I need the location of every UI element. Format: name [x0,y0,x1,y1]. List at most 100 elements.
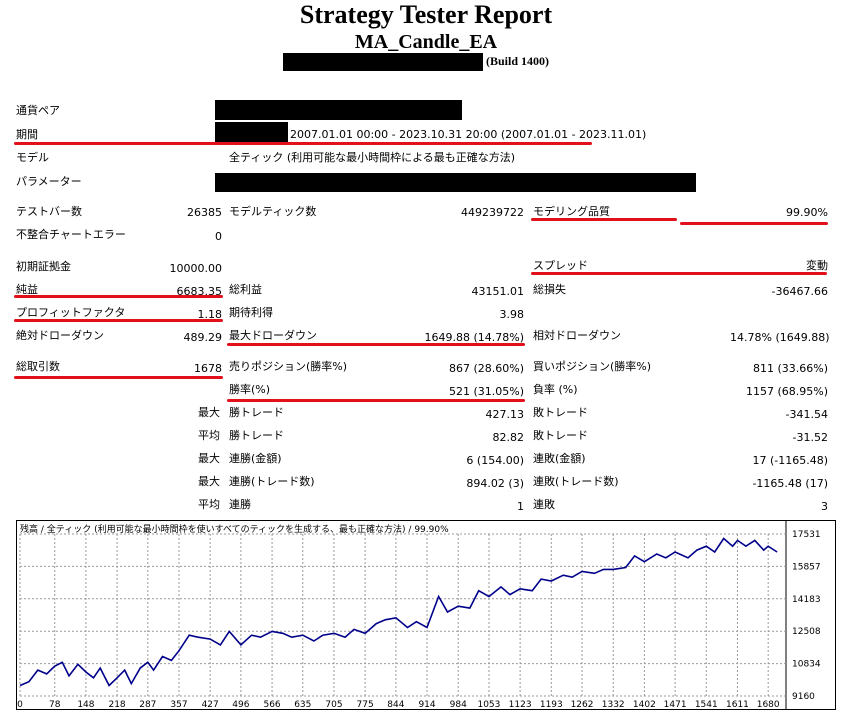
cw-money-label: 連勝(金額) [229,452,282,465]
chart-x-tick-label: 1471 [664,700,687,710]
chart-x-tick-label: 0 [17,700,23,710]
win-underline [227,399,525,402]
avg-win-label: 勝トレード [229,429,284,442]
cl-money-value: 17 (-1165.48) [752,454,828,467]
long-value: 811 (33.66%) [752,362,828,375]
quality-underline [531,218,677,221]
chart-y-tick-labels: 17531 15857 14183 12508 10834 9160 [792,530,821,702]
chart-x-tick-label: 496 [232,700,249,710]
balance-series-line [19,537,778,687]
net-value: 6683.35 [176,285,223,298]
bars-value: 26385 [187,206,222,219]
chart-x-tick-label: 705 [325,700,342,710]
cw-count-label: 連勝(トレード数) [229,475,315,488]
net-label: 純益 [16,283,38,296]
max-prefix-1: 最大 [198,406,220,419]
max-dd-underline [227,343,525,346]
gross-loss-value: -36467.66 [771,285,828,298]
build-number: (Build 1400) [486,54,550,68]
abs-dd-label: 絶対ドローダウン [16,329,104,342]
big-loss-value: -341.54 [785,408,828,421]
big-win-label: 勝トレード [229,406,284,419]
long-label: 買いポジション(勝率%) [533,360,652,373]
ticks-label: モデルティック数 [229,205,317,218]
redacted-symbol [215,100,462,120]
chart-y-tick-label: 12508 [792,627,821,637]
max-prefix-2: 最大 [198,452,220,465]
chart-x-tick-label: 914 [418,700,435,710]
abs-dd-value: 489.29 [183,331,223,344]
cw-money-value: 6 (154.00) [466,454,524,467]
chart-title: 残高 / 全ティック (利用可能な最小時間枠を使いすべてのティックを生成する、最… [20,523,449,535]
chart-x-tick-label: 1123 [509,700,532,710]
total-label: 総取引数 [16,360,60,373]
spread-value: 変動 [806,259,828,272]
gross-profit-label: 総利益 [229,283,262,296]
chart-x-tick-label: 78 [49,700,61,710]
period-label: 期間 [16,128,38,141]
win-value: 521 (31.05%) [448,385,524,398]
loss-label: 負率 (%) [533,383,578,396]
cw-count-value: 894.02 (3) [466,477,524,490]
short-value: 867 (28.60%) [448,362,524,375]
chart-y-tick-label: 14183 [792,595,821,605]
win-label: 勝率(%) [229,383,271,396]
symbol-label: 通貨ペア [16,104,60,117]
chart-x-tick-label: 357 [170,700,187,710]
avg-win-value: 82.82 [492,431,525,444]
chart-x-tick-label: 566 [263,700,280,710]
short-label: 売りポジション(勝率%) [229,360,348,373]
chart-x-tick-label: 1193 [540,700,563,710]
mismatch-label: 不整合チャートエラー [16,228,126,241]
chart-frame [16,520,836,710]
quality-label: モデリング品質 [533,205,610,218]
cl-money-label: 連敗(金額) [533,452,586,465]
spread-underline [531,272,827,275]
chart-y-tick-label: 15857 [792,562,821,572]
redacted-timeframe [215,122,288,142]
quality-underline-2 [680,222,828,225]
chart-y-tick-label: 17531 [792,530,821,540]
chart-x-tick-labels: 0 78 148 218 287 357 427 496 566 635 705 775 844 914 9… [17,700,780,710]
chart-x-tick-label: 1541 [695,700,718,710]
avg-cw-value: 1 [517,500,524,513]
redacted-params [215,173,696,192]
rel-dd-value: 14.78% (1649.88) [730,331,830,344]
total-value: 1678 [194,362,222,375]
cl-count-value: -1165.48 (17) [752,477,828,490]
chart-x-tick-label: 635 [294,700,311,710]
avg-loss-label: 敗トレード [533,429,588,442]
ea-name: MA_Candle_EA [354,31,498,53]
pf-label: プロフィットファクタ [16,306,126,319]
total-underline [14,376,223,379]
max-dd-label: 最大ドローダウン [229,329,317,342]
avg-cl-label: 連敗 [533,498,555,511]
cl-count-label: 連敗(トレード数) [533,475,619,488]
mismatch-value: 0 [215,230,222,243]
avg-cw-label: 連勝 [229,498,251,511]
loss-value: 1157 (68.95%) [745,385,828,398]
max-dd-value: 1649.88 (14.78%) [424,331,524,344]
chart-x-tick-label: 775 [357,700,374,710]
bars-label: テストバー数 [16,205,82,218]
gross-loss-label: 総損失 [533,283,566,296]
gross-profit-value: 43151.01 [471,285,525,298]
period-underline [14,142,592,145]
avg-prefix-2: 平均 [198,498,220,511]
net-underline [14,295,223,298]
redacted-account [283,53,483,71]
chart-x-tick-label: 1053 [477,700,500,710]
spread-label: スプレッド [533,259,588,272]
ticks-value: 449239722 [461,206,524,219]
params-label: パラメーター [16,175,82,188]
chart-x-tick-label: 218 [108,700,125,710]
deposit-value: 10000.00 [169,262,223,275]
big-loss-label: 敗トレード [533,406,588,419]
model-value: 全ティック (利用可能な最小時間枠による最も正確な方法) [229,151,516,164]
chart-x-tick-label: 1611 [726,700,749,710]
model-label: モデル [16,151,49,164]
max-prefix-3: 最大 [198,475,220,488]
chart-x-tick-label: 1402 [633,700,656,710]
chart-x-tick-label: 844 [387,700,404,710]
avg-prefix-1: 平均 [198,429,220,442]
